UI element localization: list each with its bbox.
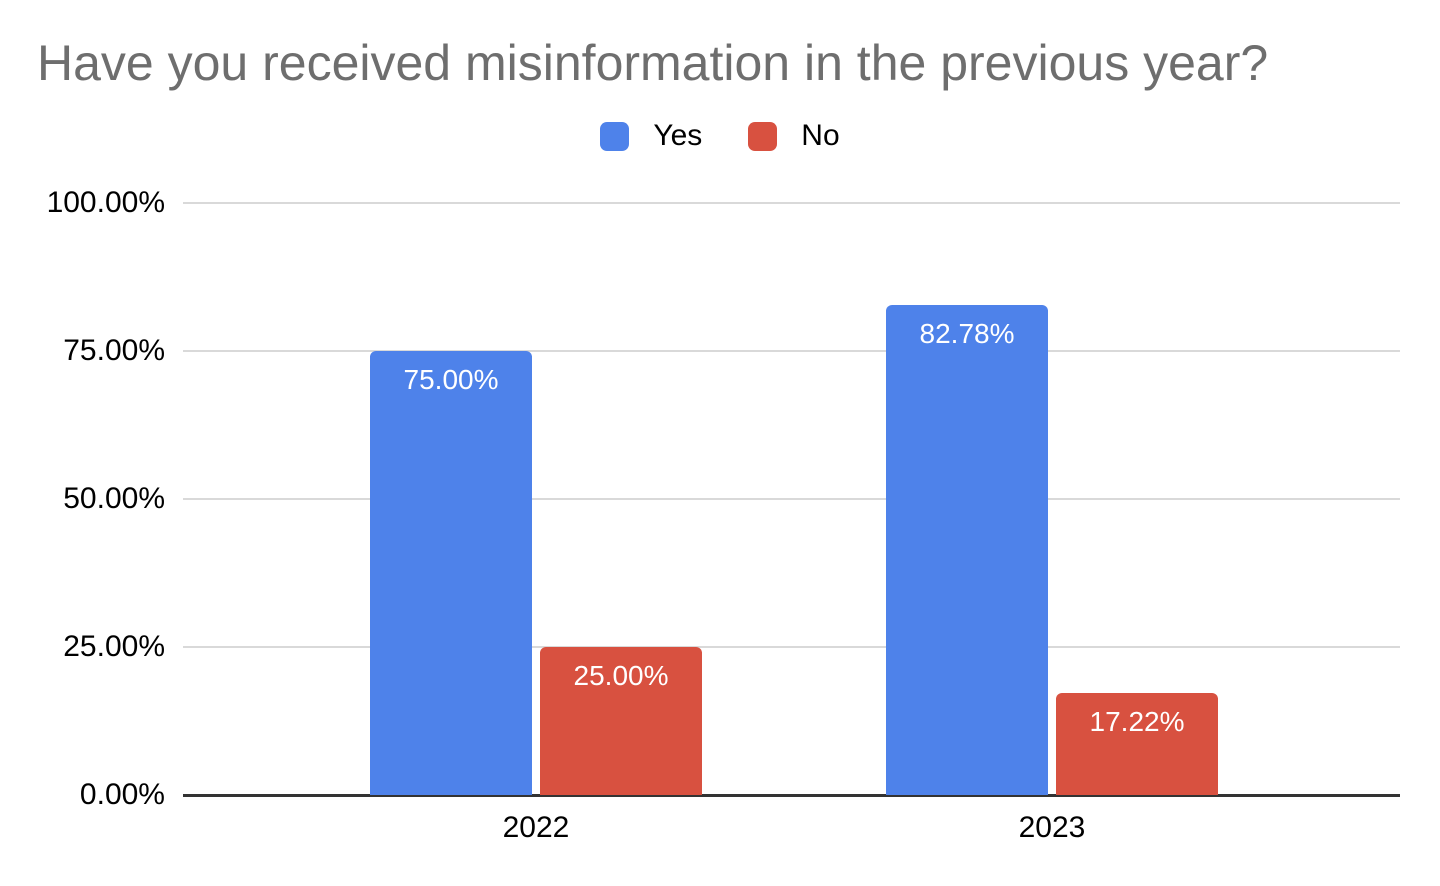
y-gridline — [183, 202, 1400, 204]
legend-item-yes: Yes — [600, 121, 702, 151]
y-axis-tick-label: 100.00% — [46, 186, 165, 219]
y-axis-tick-label: 0.00% — [79, 778, 165, 811]
legend-swatch-icon — [600, 121, 630, 151]
bar-value-label: 75.00% — [403, 364, 499, 395]
y-axis-tick-label: 25.00% — [63, 630, 165, 663]
y-gridline — [183, 350, 1400, 352]
chart-title: Have you received misinformation in the … — [37, 35, 1269, 91]
legend-item-no: No — [748, 119, 840, 152]
bar-2022-yes — [370, 351, 532, 795]
x-axis-line — [183, 794, 1400, 797]
bar-2022-no — [540, 647, 702, 795]
y-axis-tick-label: 75.00% — [63, 334, 165, 367]
legend-swatch-icon — [748, 121, 778, 151]
bar-value-label: 25.00% — [573, 660, 669, 691]
y-gridline — [183, 498, 1400, 500]
x-axis-category-label: 2023 — [1018, 811, 1086, 844]
chart-legend: Yes No — [0, 121, 1440, 151]
y-axis-tick-label: 50.00% — [63, 482, 165, 515]
x-axis-category-label: 2022 — [502, 811, 570, 844]
bar-2023-no — [1056, 693, 1218, 795]
y-gridline — [183, 646, 1400, 648]
legend-label: No — [801, 119, 840, 152]
legend-label: Yes — [653, 119, 703, 152]
bar-2023-yes — [886, 305, 1048, 795]
bar-value-label: 17.22% — [1089, 706, 1185, 737]
bar-value-label: 82.78% — [919, 318, 1015, 349]
